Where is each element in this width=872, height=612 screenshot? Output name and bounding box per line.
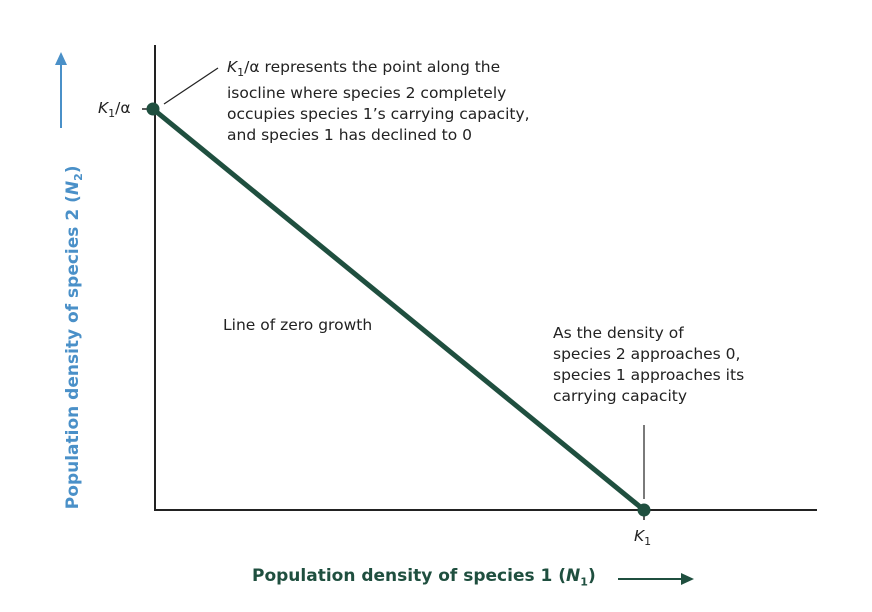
x-axis-title-var: N [566, 566, 581, 586]
y-tick-rest: /α [115, 99, 131, 117]
x-axis-title: Population density of species 1 (N1) [252, 566, 596, 588]
isocline-endpoint-top [146, 102, 160, 116]
y-axis-title-text: Population density of species 2 ( [62, 195, 83, 510]
y-tick-label: K1/α [98, 98, 131, 124]
y-axis-title: Population density of species 2 (N2) [63, 89, 85, 509]
top-note-k: K [227, 58, 238, 76]
top-annotation: K1/α represents the point along the isoc… [227, 57, 530, 146]
y-arrow-head-icon [55, 52, 67, 65]
y-tick-k: K [98, 99, 109, 117]
right-annotation-line3: species 1 approaches its [553, 366, 745, 384]
right-annotation-line2: species 2 approaches 0, [553, 345, 741, 363]
top-annotation-line4: and species 1 has declined to 0 [227, 126, 473, 145]
isocline-line [151, 107, 646, 512]
y-axis-title-var: N [62, 180, 83, 196]
top-annotation-line3: occupies species 1’s carrying capacity, [227, 105, 530, 124]
isocline-endpoint-bottom [637, 503, 651, 517]
top-annotation-line1: K1/α represents the point along the [227, 57, 530, 83]
x-tick-label: K1 [634, 526, 651, 552]
x-arrow-head-icon [681, 573, 694, 585]
top-note-rest: /α represents the point along the [244, 58, 501, 76]
x-axis-title-sub: 1 [580, 575, 588, 589]
right-annotation: As the density of species 2 approaches 0… [553, 323, 744, 407]
top-annotation-line2: isocline where species 2 completely [227, 84, 507, 103]
y-axis-title-close: ) [62, 165, 83, 174]
right-annotation-line4: carrying capacity [553, 387, 687, 405]
top-note-sub: 1 [237, 66, 245, 80]
top-leader-line [163, 67, 219, 105]
right-annotation-line1: As the density of [553, 324, 684, 342]
y-tick-sub: 1 [108, 107, 116, 121]
y-axis-title-sub: 2 [72, 173, 86, 181]
x-tick-k: K [634, 527, 645, 545]
x-axis-title-close: ) [587, 566, 596, 586]
zero-growth-label: Line of zero growth [223, 316, 373, 334]
x-axis-title-text: Population density of species 1 ( [252, 566, 567, 586]
x-tick-sub: 1 [644, 535, 652, 549]
